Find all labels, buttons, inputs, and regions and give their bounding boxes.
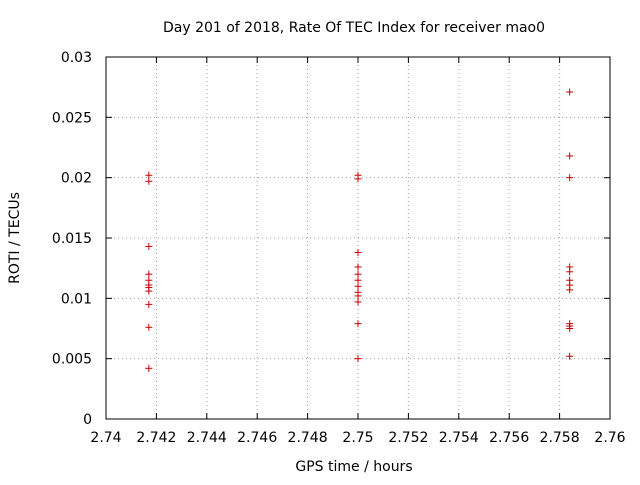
data-point [145,171,153,179]
x-tick-label: 2.758 [540,430,580,446]
x-tick-label: 2.76 [594,430,625,446]
data-point [354,320,362,328]
x-tick-label: 2.752 [388,430,428,446]
data-point [145,177,153,185]
data-point [566,174,574,182]
y-tick-label: 0 [83,412,92,428]
data-point [145,300,153,308]
chart-title: Day 201 of 2018, Rate Of TEC Index for r… [163,20,545,36]
x-tick-label: 2.744 [187,430,227,446]
data-point [566,268,574,276]
data-point [145,242,153,250]
data-point [566,286,574,294]
data-point [354,276,362,284]
x-tick-label: 2.754 [439,430,479,446]
x-tick-label: 2.75 [342,430,373,446]
data-point [354,248,362,256]
data-point [566,352,574,360]
data-point [566,325,574,332]
y-tick-label: 0.03 [61,50,92,66]
data-point [566,88,574,96]
data-point [354,282,362,290]
x-tick-label: 2.74 [90,430,121,446]
data-point [354,263,362,271]
data-point [145,287,153,295]
data-point [354,355,362,363]
y-tick-label: 0.025 [52,110,92,126]
data-point [566,152,574,160]
grid-lines [106,57,610,419]
data-points [145,88,574,372]
y-tick-label: 0.02 [61,171,92,187]
data-point [145,323,153,331]
x-tick-label: 2.748 [288,430,328,446]
data-point [354,270,362,278]
y-axis-label: ROTI / TECUs [7,192,23,284]
x-tick-label: 2.746 [237,430,277,446]
x-axis-tick-labels: 2.74 2.742 2.744 2.746 2.748 2.75 2.752 2.754 2.… [90,430,625,446]
x-axis-label: GPS time / hours [295,459,412,475]
data-point [354,298,362,306]
y-tick-label: 0.015 [52,231,92,247]
data-point [354,292,362,300]
y-axis-tick-labels: 0 0.005 0.01 0.015 0.02 0.025 0.03 [52,50,92,428]
data-point [354,175,362,183]
x-tick-label: 2.742 [136,430,176,446]
y-tick-label: 0.01 [61,291,92,307]
y-tick-label: 0.005 [52,352,92,368]
x-tick-label: 2.756 [489,430,529,446]
data-point [145,364,153,372]
data-point [145,270,153,278]
plot-frame [105,56,611,420]
